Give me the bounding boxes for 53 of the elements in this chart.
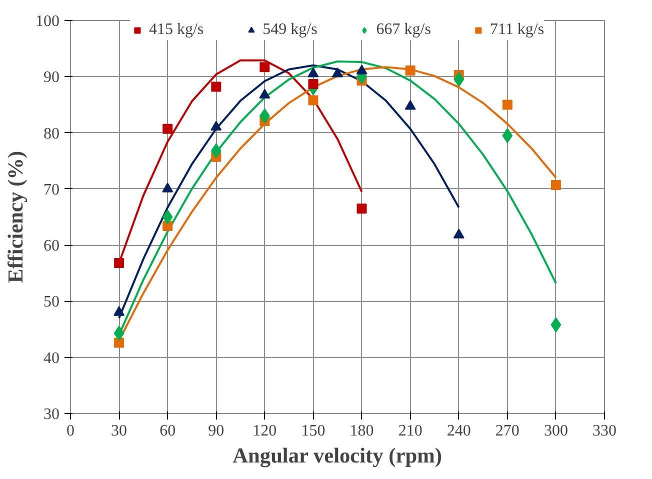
y-tick-label: 30 <box>44 406 60 423</box>
x-axis-title: Angular velocity (rpm) <box>232 444 442 468</box>
x-tick-label: 90 <box>208 422 224 440</box>
point <box>356 64 368 74</box>
x-tick-label: 300 <box>544 422 568 440</box>
point <box>210 143 222 158</box>
point <box>454 72 464 87</box>
legend-label: 415 kg/s <box>148 21 204 39</box>
x-tick-label: 120 <box>252 422 277 440</box>
point <box>356 204 367 214</box>
point <box>162 210 173 224</box>
x-tick-label: 240 <box>446 422 471 440</box>
point <box>114 306 125 316</box>
point <box>259 88 270 99</box>
x-tick-label: 30 <box>111 422 128 440</box>
point <box>550 180 561 190</box>
legend-label: 667 kg/s <box>376 21 431 39</box>
y-tick-label: 40 <box>44 350 60 367</box>
y-tick-label: 90 <box>44 69 60 86</box>
point <box>211 82 222 92</box>
point <box>162 182 174 192</box>
point <box>210 120 222 131</box>
point <box>114 326 124 341</box>
point <box>453 228 464 238</box>
point <box>332 68 343 78</box>
y-axis-title: Efficiency (%) <box>4 150 28 284</box>
x-tick-label: 60 <box>160 422 176 440</box>
point <box>162 220 173 231</box>
point <box>502 128 513 144</box>
x-tick-label: 210 <box>398 422 422 440</box>
legend-label: 711 kg/s <box>490 21 544 39</box>
x-tick-label: 150 <box>301 422 326 440</box>
y-tick-label: 60 <box>44 238 60 255</box>
point <box>162 124 173 134</box>
x-tick-label: 180 <box>350 422 374 440</box>
y-tick-label: 70 <box>44 181 60 198</box>
legend-label: 549 kg/s <box>262 21 318 39</box>
point <box>308 95 318 106</box>
point <box>260 62 270 72</box>
point <box>114 338 124 348</box>
point <box>502 100 512 110</box>
x-tick-label: 330 <box>592 422 616 440</box>
point <box>308 78 318 89</box>
point <box>404 100 416 110</box>
x-tick-label: 270 <box>495 422 520 440</box>
y-tick-label: 100 <box>36 13 60 30</box>
point <box>550 317 562 332</box>
point <box>405 65 416 76</box>
point <box>114 258 124 268</box>
y-tick-label: 80 <box>44 125 60 142</box>
point <box>308 68 319 78</box>
x-tick-label: 0 <box>66 422 74 440</box>
y-tick-label: 50 <box>44 294 60 311</box>
